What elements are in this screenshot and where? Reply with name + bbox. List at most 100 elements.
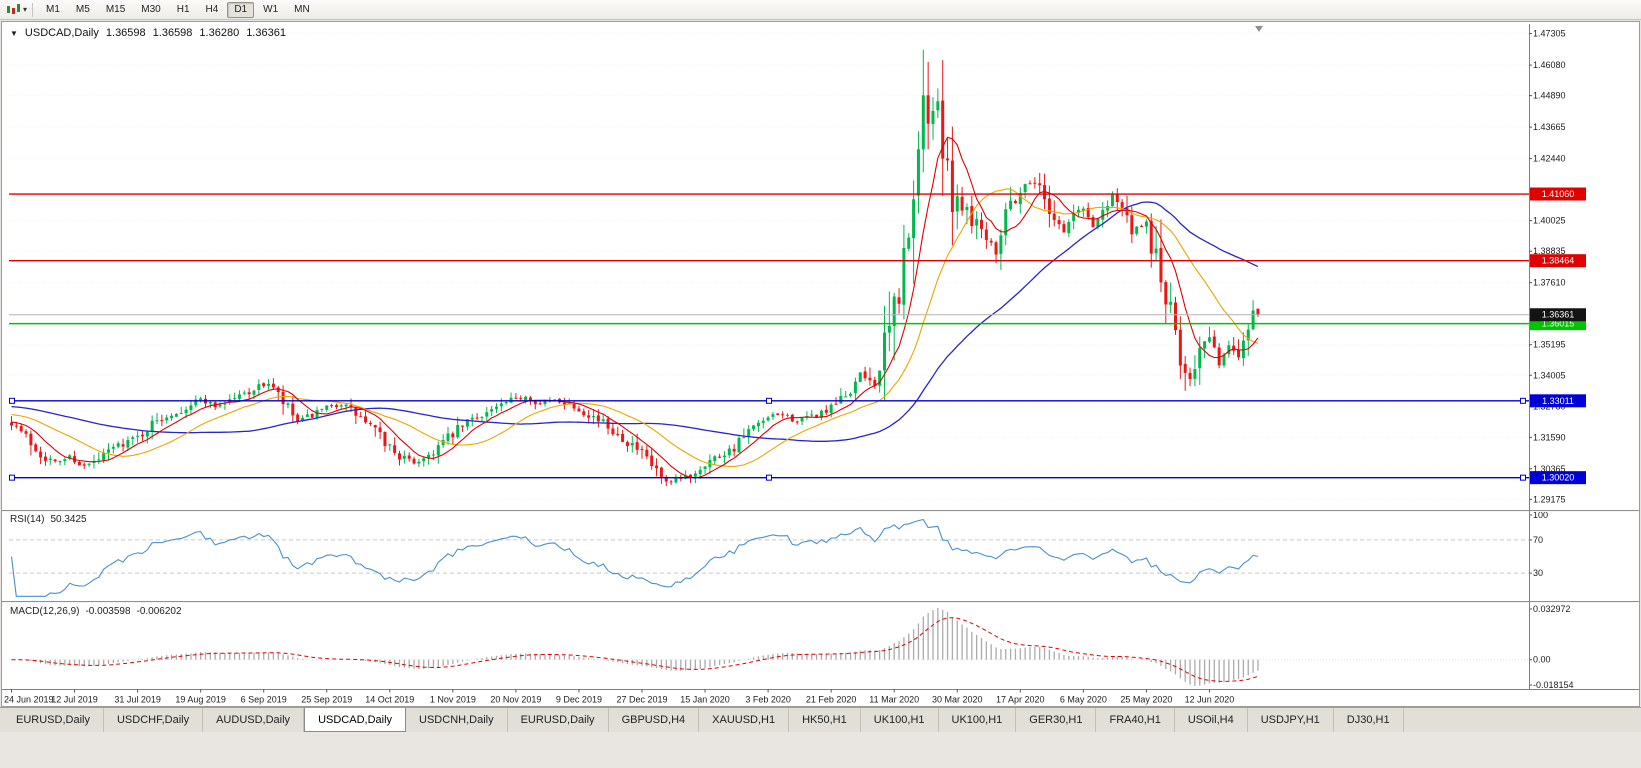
- candlestick-chart-canvas[interactable]: 100 70 30 0.032972 0.00 -0.018154 1.47305 1.460…: [2, 22, 1639, 706]
- chart-tab-8[interactable]: HK50,H1: [789, 708, 861, 732]
- rsi-axis-label: 100: [1533, 510, 1548, 520]
- timeframe-h4-button[interactable]: H4: [205, 3, 219, 15]
- ohlc-close: 1.36361: [246, 27, 286, 39]
- price-tag-4: 1.30020: [1530, 471, 1586, 485]
- svg-text:1.42440: 1.42440: [1533, 154, 1566, 164]
- timeframe-m30-button[interactable]: M30: [141, 3, 161, 15]
- rsi-line: [10, 518, 1259, 597]
- candles-layer: [10, 49, 1260, 487]
- macd-axis-label: 0.032972: [1533, 604, 1571, 614]
- macd-indicator-label: MACD(12,26,9) -0.003598 -0.006202: [10, 606, 182, 617]
- svg-text:31 Jul 2019: 31 Jul 2019: [114, 695, 161, 705]
- price-tag-0: 1.41060: [1530, 187, 1586, 201]
- svg-text:3 Feb 2020: 3 Feb 2020: [745, 695, 791, 705]
- chart-type-icon[interactable]: [3, 2, 23, 18]
- svg-text:6 Sep 2019: 6 Sep 2019: [241, 695, 287, 705]
- rsi-indicator-label: RSI(14) 50.3425: [10, 514, 87, 525]
- svg-text:1.36015: 1.36015: [1542, 319, 1575, 329]
- symbol-dropdown-icon[interactable]: ▼: [10, 28, 18, 38]
- rsi-value: 50.3425: [50, 514, 87, 525]
- svg-text:1.38464: 1.38464: [1542, 256, 1575, 266]
- price-tag-3: 1.33011: [1530, 394, 1586, 408]
- chart-tab-4[interactable]: USDCNH,Daily: [406, 708, 508, 732]
- chart-shift-marker[interactable]: [1255, 26, 1263, 32]
- timeframe-d1-button[interactable]: D1: [227, 1, 255, 18]
- macd-name: MACD(12,26,9): [10, 606, 80, 617]
- svg-text:1.44890: 1.44890: [1533, 91, 1566, 101]
- chart-tab-10[interactable]: UK100,H1: [939, 708, 1017, 732]
- chart-tab-9[interactable]: UK100,H1: [861, 708, 939, 732]
- svg-text:21 Feb 2020: 21 Feb 2020: [806, 695, 857, 705]
- price-line-1.30020[interactable]: [9, 474, 1529, 481]
- ohlc-low: 1.36280: [199, 27, 240, 39]
- chart-tab-15[interactable]: DJ30,H1: [1334, 708, 1404, 732]
- timeframes-toolbar: ▾ M1 M5 M15 M30 H1 H4 D1 W1 MN: [0, 0, 1641, 20]
- svg-text:1.46080: 1.46080: [1533, 60, 1566, 70]
- timeframe-m1-button[interactable]: M1: [46, 3, 60, 15]
- timeframe-buttons-group: M1 M5 M15 M30 H1 H4 D1 W1 MN: [38, 1, 318, 18]
- svg-text:1.47305: 1.47305: [1533, 29, 1566, 39]
- chart-tab-6[interactable]: GBPUSD,H4: [609, 708, 700, 732]
- svg-text:1.41060: 1.41060: [1542, 189, 1575, 199]
- macd-axis-label: 0.00: [1533, 655, 1551, 665]
- chart-tab-11[interactable]: GER30,H1: [1016, 708, 1097, 732]
- ma-50-line: [11, 201, 1259, 442]
- svg-text:25 Sep 2019: 25 Sep 2019: [301, 695, 352, 705]
- macd-signal-line: [11, 617, 1259, 682]
- svg-text:24 Jun 2019: 24 Jun 2019: [4, 695, 54, 705]
- chart-tab-13[interactable]: USOil,H4: [1175, 708, 1248, 732]
- chart-tab-12[interactable]: FRA40,H1: [1096, 708, 1175, 732]
- macd-signal-value: -0.006202: [136, 606, 182, 617]
- macd-axis-label: -0.018154: [1533, 680, 1574, 690]
- svg-text:1.31590: 1.31590: [1533, 432, 1566, 442]
- svg-text:1.38835: 1.38835: [1533, 246, 1566, 256]
- svg-text:15 Jan 2020: 15 Jan 2020: [680, 695, 730, 705]
- chart-tab-7[interactable]: XAUUSD,H1: [699, 708, 790, 732]
- chart-tab-3[interactable]: USDCAD,Daily: [304, 708, 407, 732]
- ohlc-open: 1.36598: [105, 27, 146, 39]
- chart-window: 100 70 30 0.032972 0.00 -0.018154 1.47305 1.460…: [1, 21, 1640, 707]
- svg-text:30 Mar 2020: 30 Mar 2020: [932, 695, 983, 705]
- svg-text:1.40025: 1.40025: [1533, 216, 1566, 226]
- chart-title: ▼ USDCAD,Daily 1.36598 1.36598 1.36280 1…: [10, 27, 286, 39]
- svg-text:1.34005: 1.34005: [1533, 370, 1566, 380]
- svg-text:19 Aug 2019: 19 Aug 2019: [175, 695, 226, 705]
- svg-text:11 Mar 2020: 11 Mar 2020: [869, 695, 919, 705]
- svg-text:1.29175: 1.29175: [1533, 494, 1566, 504]
- candlestick-icon: [6, 4, 20, 14]
- chart-tab-0[interactable]: EURUSD,Daily: [3, 708, 104, 732]
- svg-text:1.36361: 1.36361: [1542, 310, 1575, 320]
- svg-text:17 Apr 2020: 17 Apr 2020: [996, 695, 1045, 705]
- chart-tab-1[interactable]: USDCHF,Daily: [104, 708, 204, 732]
- svg-text:1.35195: 1.35195: [1533, 340, 1566, 350]
- rsi-axis-label: 30: [1533, 568, 1543, 578]
- svg-text:1 Nov 2019: 1 Nov 2019: [430, 695, 476, 705]
- timeframe-m15-button[interactable]: M15: [105, 3, 126, 15]
- svg-text:12 Jun 2020: 12 Jun 2020: [1185, 695, 1235, 705]
- timeframe-w1-button[interactable]: W1: [263, 3, 279, 15]
- macd-main-value: -0.003598: [85, 606, 131, 617]
- chart-tab-5[interactable]: EURUSD,Daily: [508, 708, 609, 732]
- toolbar-separator: [32, 2, 34, 17]
- timeframe-mn-button[interactable]: MN: [294, 3, 310, 15]
- chart-tab-14[interactable]: USDJPY,H1: [1248, 708, 1334, 732]
- svg-text:9 Dec 2019: 9 Dec 2019: [556, 695, 602, 705]
- symbol-timeframe-label: USDCAD,Daily: [24, 27, 99, 39]
- ohlc-high: 1.36598: [152, 27, 193, 39]
- svg-text:1.37610: 1.37610: [1533, 278, 1566, 288]
- timeframe-m5-button[interactable]: M5: [75, 3, 90, 15]
- chart-tab-2[interactable]: AUDUSD,Daily: [203, 708, 305, 732]
- timeframe-h1-button[interactable]: H1: [176, 3, 190, 15]
- price-tag-1: 1.38464: [1530, 254, 1586, 268]
- svg-text:25 May 2020: 25 May 2020: [1120, 695, 1172, 705]
- rsi-name: RSI(14): [10, 514, 45, 525]
- svg-text:20 Nov 2019: 20 Nov 2019: [490, 695, 541, 705]
- chart-tabs-bar: EURUSD,Daily USDCHF,Daily AUDUSD,Daily USDC…: [0, 707, 1641, 732]
- toolbar-caret-icon[interactable]: ▾: [23, 5, 28, 14]
- bid-price-tag: 1.36361: [1530, 308, 1586, 322]
- price-line-1.33011[interactable]: [9, 397, 1529, 404]
- svg-text:1.30365: 1.30365: [1533, 464, 1566, 474]
- svg-text:14 Oct 2019: 14 Oct 2019: [365, 695, 414, 705]
